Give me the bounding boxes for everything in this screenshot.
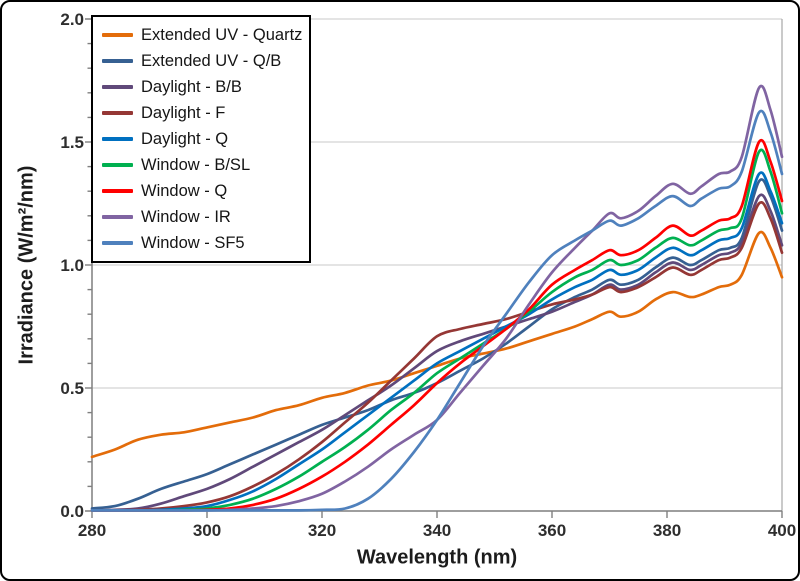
legend-label: Window - Q: [141, 181, 228, 200]
legend-item: Window - Q: [102, 178, 303, 204]
y-tick-label: 1.0: [60, 256, 84, 275]
legend-label: Window - IR: [141, 207, 231, 226]
y-tick-label: 2.0: [60, 10, 84, 29]
legend-line-swatch: [102, 241, 133, 245]
x-tick-label: 360: [537, 521, 567, 540]
legend-label: Extended UV - Q/B: [141, 51, 282, 70]
legend-line-swatch: [102, 33, 133, 37]
legend-label: Daylight - F: [141, 103, 226, 122]
legend-item: Daylight - Q: [102, 126, 303, 152]
x-axis-title: Wavelength (nm): [356, 546, 518, 569]
legend-item: Daylight - F: [102, 100, 303, 126]
series-line: [90, 201, 784, 512]
series-line: [90, 171, 784, 512]
series-line: [90, 230, 784, 459]
legend-line-swatch: [102, 85, 133, 89]
legend-label: Daylight - Q: [141, 129, 229, 148]
legend-item: Extended UV - Q/B: [102, 48, 303, 74]
x-tick-label: 340: [422, 521, 452, 540]
legend-label: Window - SF5: [141, 233, 245, 252]
legend-item: Daylight - B/B: [102, 74, 303, 100]
legend-line-swatch: [102, 111, 133, 115]
legend-line-swatch: [102, 215, 133, 219]
x-tick-label: 280: [77, 521, 107, 540]
legend-line-swatch: [102, 163, 133, 167]
legend-item: Window - SF5: [102, 230, 303, 256]
legend-item: Extended UV - Quartz: [102, 22, 303, 48]
legend: Extended UV - Quartz Extended UV - Q/B Day…: [91, 15, 311, 263]
legend-label: Window - B/SL: [141, 155, 251, 174]
legend-label: Extended UV - Quartz: [141, 25, 303, 44]
legend-label: Daylight - B/B: [141, 77, 242, 96]
y-tick-label: 1.5: [60, 133, 84, 152]
x-tick-label: 300: [192, 521, 222, 540]
x-tick-label: 320: [307, 521, 337, 540]
legend-line-swatch: [102, 137, 133, 141]
y-axis-title: Irradiance (W/m²/nm): [15, 165, 38, 365]
legend-line-swatch: [102, 59, 133, 63]
x-tick-label: 380: [652, 521, 682, 540]
series-line: [90, 109, 784, 512]
y-tick-label: 0.0: [60, 502, 84, 521]
legend-item: Window - IR: [102, 204, 303, 230]
legend-item: Window - B/SL: [102, 152, 303, 178]
legend-line-swatch: [102, 189, 133, 193]
y-tick-label: 0.5: [60, 379, 84, 398]
x-tick-label: 400: [767, 521, 797, 540]
